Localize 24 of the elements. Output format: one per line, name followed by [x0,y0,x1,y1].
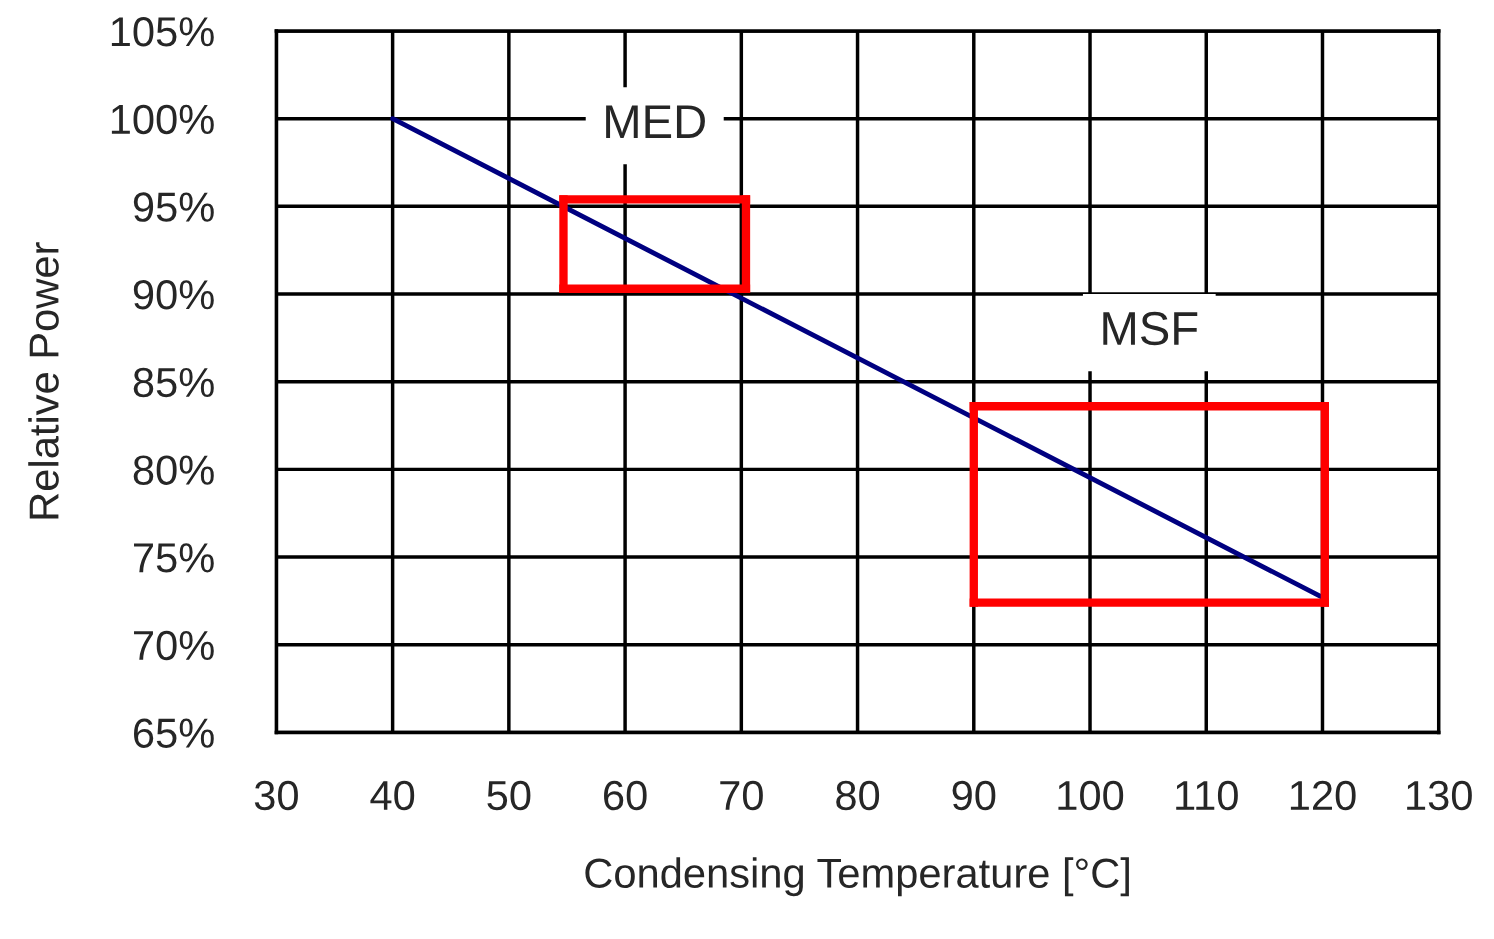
y-tick-label: 65% [134,718,214,748]
y-tick-label: 105% [111,16,214,47]
y-tick-label: 90% [133,280,214,310]
x-tick-label: 70 [720,780,763,811]
x-tick-label: 110 [1176,780,1238,811]
y-tick-label: 85% [133,367,214,398]
y-tick-label: 95% [133,192,214,222]
annotation: MSF [1103,311,1198,346]
x-tick-label: 40 [370,780,415,811]
y-tick-label: 70% [134,630,214,661]
annotation: MED [606,105,705,138]
y-tick-label: 100% [111,104,214,135]
x-tick-label: 80 [836,780,880,811]
x-tick-label: 90 [952,780,996,811]
x-tick-label: 60 [604,780,647,811]
x-tick-label: 130 [1407,780,1472,811]
y-axis-title: Relative Power [28,242,59,519]
x-tick-label: 120 [1290,780,1356,811]
x-axis-title: Condensing Temperature [°C] [585,857,1129,897]
x-tick-label: 100 [1058,780,1124,811]
y-tick-label: 80% [133,455,214,485]
x-tick-label: 50 [487,780,531,811]
x-tick-label: 30 [254,780,298,811]
y-tick-label: 75% [134,543,214,573]
